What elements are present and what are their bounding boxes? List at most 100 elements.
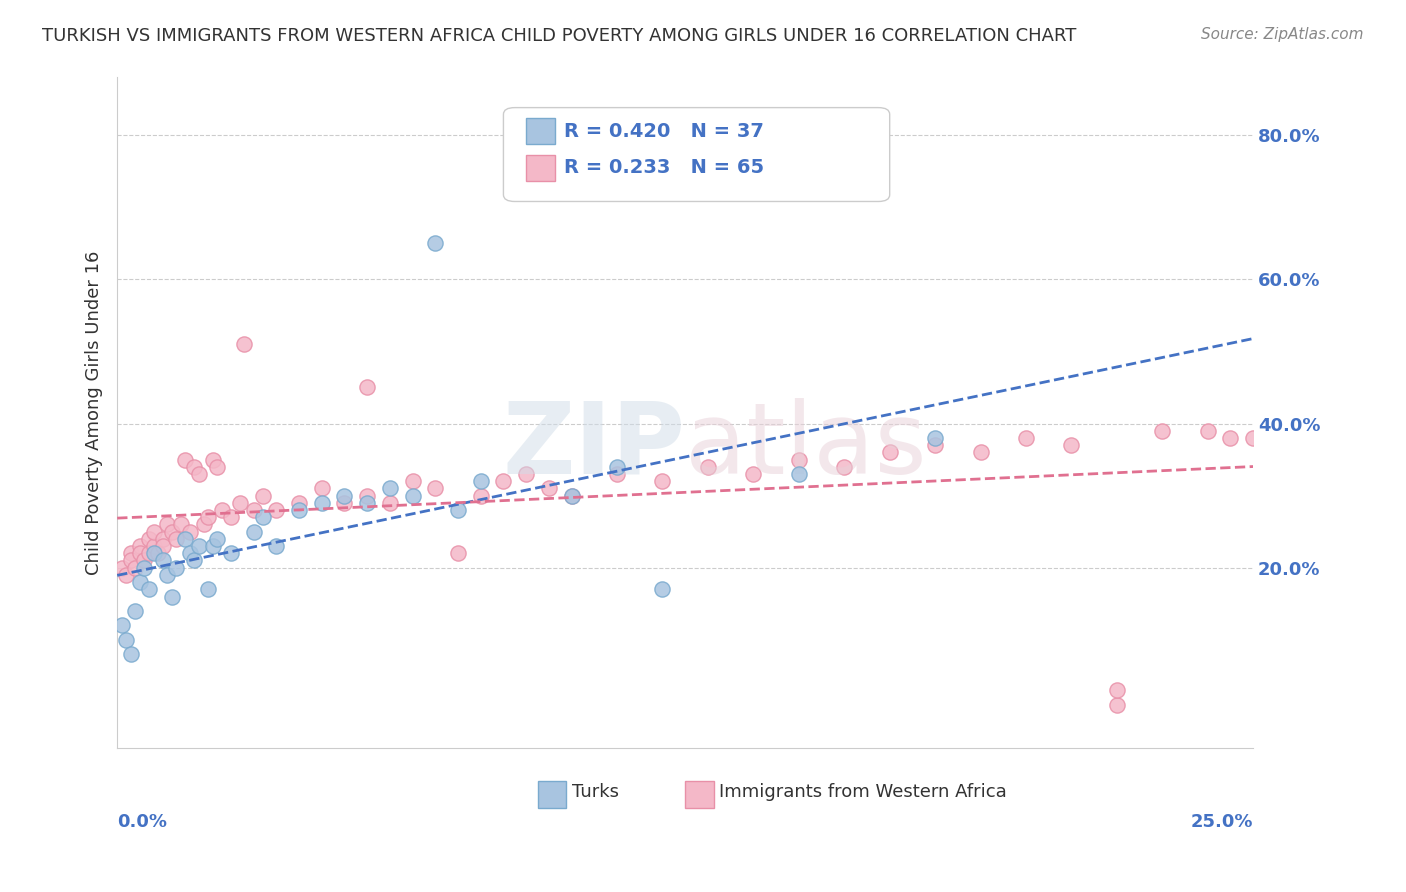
Point [229,496,252,510]
Text: 25.0%: 25.0% [1191,813,1253,830]
Point [120,647,142,661]
Point [401,474,423,488]
Point [288,496,311,510]
Point [188,539,211,553]
Point [252,510,274,524]
Point [787,467,810,481]
Point [142,546,165,560]
Point [288,503,311,517]
Text: Source: ZipAtlas.com: Source: ZipAtlas.com [1201,27,1364,42]
Point [425,482,447,496]
Point [120,553,142,567]
Text: atlas: atlas [685,398,927,495]
Point [138,546,160,560]
Text: 0.0%: 0.0% [117,813,167,830]
Point [165,532,187,546]
Point [160,524,183,539]
Point [219,546,242,560]
Text: R = 0.420   N = 37: R = 0.420 N = 37 [564,121,763,141]
Point [193,517,215,532]
FancyBboxPatch shape [526,154,554,181]
Point [651,582,673,597]
Point [142,524,165,539]
Point [197,510,219,524]
Point [356,489,378,503]
Text: R = 0.233   N = 65: R = 0.233 N = 65 [564,159,763,178]
Point [311,482,333,496]
Point [425,236,447,251]
Point [152,553,174,567]
Point [115,568,138,582]
Point [356,380,378,394]
Point [156,517,179,532]
Point [606,467,628,481]
Point [378,496,401,510]
Point [111,560,134,574]
FancyBboxPatch shape [685,781,714,808]
Point [447,503,470,517]
Point [129,575,152,590]
Point [606,459,628,474]
Point [378,482,401,496]
Point [879,445,901,459]
Point [201,452,224,467]
Point [697,459,720,474]
Point [1015,431,1038,445]
Point [537,482,560,496]
Point [115,632,138,647]
Point [129,546,152,560]
Point [333,489,356,503]
Point [515,467,537,481]
Point [561,489,583,503]
Point [179,524,201,539]
Point [197,582,219,597]
Point [174,452,197,467]
Point [170,517,193,532]
FancyBboxPatch shape [503,108,890,202]
Point [832,459,855,474]
Point [201,539,224,553]
Point [111,618,134,632]
Point [211,503,233,517]
Text: Turks: Turks [572,782,619,800]
Point [333,496,356,510]
Point [142,539,165,553]
Point [787,452,810,467]
Point [146,546,169,560]
Point [138,582,160,597]
Point [264,539,287,553]
Point [205,532,228,546]
Text: TURKISH VS IMMIGRANTS FROM WESTERN AFRICA CHILD POVERTY AMONG GIRLS UNDER 16 COR: TURKISH VS IMMIGRANTS FROM WESTERN AFRIC… [42,27,1077,45]
Point [134,560,156,574]
Point [356,496,378,510]
Point [124,560,146,574]
Point [129,539,152,553]
Point [124,604,146,618]
Point [561,489,583,503]
Point [401,489,423,503]
Point [264,503,287,517]
Point [183,459,205,474]
Point [651,474,673,488]
FancyBboxPatch shape [537,781,567,808]
Point [447,546,470,560]
Point [1060,438,1083,452]
Point [924,431,946,445]
Point [1197,424,1219,438]
Point [156,568,179,582]
Point [1105,683,1128,698]
Point [160,590,183,604]
Point [1105,698,1128,712]
Point [138,532,160,546]
Point [492,474,515,488]
Point [252,489,274,503]
Point [242,503,264,517]
Point [924,438,946,452]
Text: ZIP: ZIP [502,398,685,495]
Y-axis label: Child Poverty Among Girls Under 16: Child Poverty Among Girls Under 16 [86,251,103,574]
Point [120,546,142,560]
Point [205,459,228,474]
Point [183,553,205,567]
Point [311,496,333,510]
Point [742,467,765,481]
